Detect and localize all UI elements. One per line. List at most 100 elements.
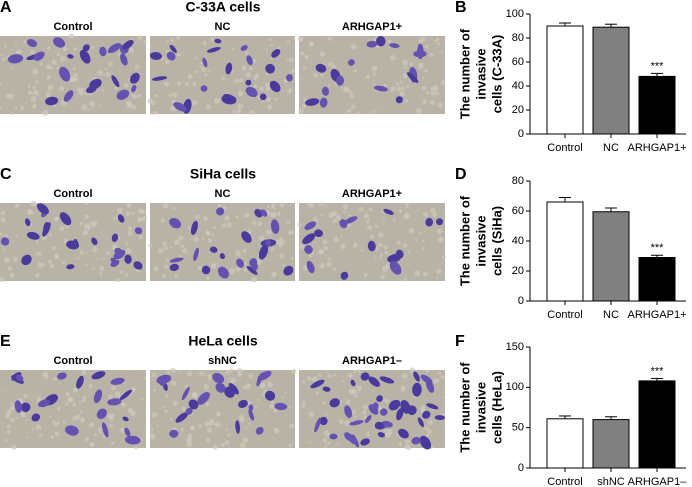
cell [79,49,91,64]
cell [321,86,330,96]
texture [150,100,156,106]
texture [82,232,86,236]
texture [406,85,410,89]
texture [299,244,305,249]
cell [360,372,370,381]
texture [212,444,218,450]
texture [6,424,11,429]
texture [125,248,132,254]
cell [302,233,316,245]
texture [184,81,190,86]
micrograph [149,367,297,450]
micrograph [0,33,147,116]
texture [432,212,438,218]
texture [276,212,281,216]
texture [346,108,352,114]
texture [77,256,80,260]
texture [59,225,65,232]
texture [35,240,39,244]
texture [198,371,204,376]
texture [125,100,132,107]
panel-letter: E [0,333,11,350]
texture [138,235,143,240]
cell [270,219,280,234]
cell [248,404,254,412]
texture [424,44,429,49]
texture [49,415,52,418]
cell [255,426,264,435]
texture [416,209,420,212]
texture [20,106,25,111]
texture [169,417,173,421]
cell [26,231,40,240]
cell [20,402,31,413]
texture [340,243,346,250]
texture [169,105,176,112]
y-tick-label: 0 [518,295,524,307]
cell [126,437,138,443]
texture [319,263,326,269]
texture [318,373,322,377]
texture [323,429,330,436]
cell [344,216,358,224]
texture [389,55,396,61]
texture [298,36,304,42]
x-tick-label: Control [547,476,582,487]
micrograph [147,35,296,116]
texture [37,251,42,256]
texture [165,393,169,398]
bar [546,418,584,469]
texture [149,433,156,440]
cell [310,379,325,389]
y-axis-label: cells (SiHa) [489,206,504,276]
texture [91,220,98,227]
texture [290,68,295,74]
texture [373,83,376,87]
x-tick-label: ARHGAP1+ [628,309,687,321]
significance-label: *** [651,365,665,377]
texture [32,427,35,431]
cell [335,75,345,86]
y-tick-label: 20 [512,265,524,277]
texture [14,41,17,44]
texture [309,204,314,209]
cell [235,420,240,434]
cell [376,36,386,47]
cell [0,237,10,246]
cell [31,413,41,422]
texture [82,398,86,403]
texture [387,39,392,43]
texture [23,393,28,398]
texture [163,264,169,270]
texture [217,412,221,417]
texture [6,409,12,415]
texture [107,394,114,400]
cell [426,403,439,410]
texture [27,85,31,88]
texture [236,108,242,114]
texture [168,93,173,97]
image-label: ARHGAP1+ [342,21,402,33]
texture [265,82,271,88]
texture [402,242,408,248]
texture [439,237,443,241]
cell [241,231,252,243]
texture [125,273,129,277]
cell [314,229,323,238]
texture [164,409,168,414]
texture [266,205,270,209]
texture [267,381,273,388]
bar [546,201,584,302]
texture [229,268,236,275]
cell [188,399,199,410]
texture [79,250,84,255]
texture [332,64,337,70]
texture [80,410,83,413]
texture [237,372,243,377]
texture [404,65,408,69]
texture [230,377,237,384]
cell [59,66,71,82]
texture [56,421,60,425]
cell [347,59,355,66]
texture [21,413,26,418]
